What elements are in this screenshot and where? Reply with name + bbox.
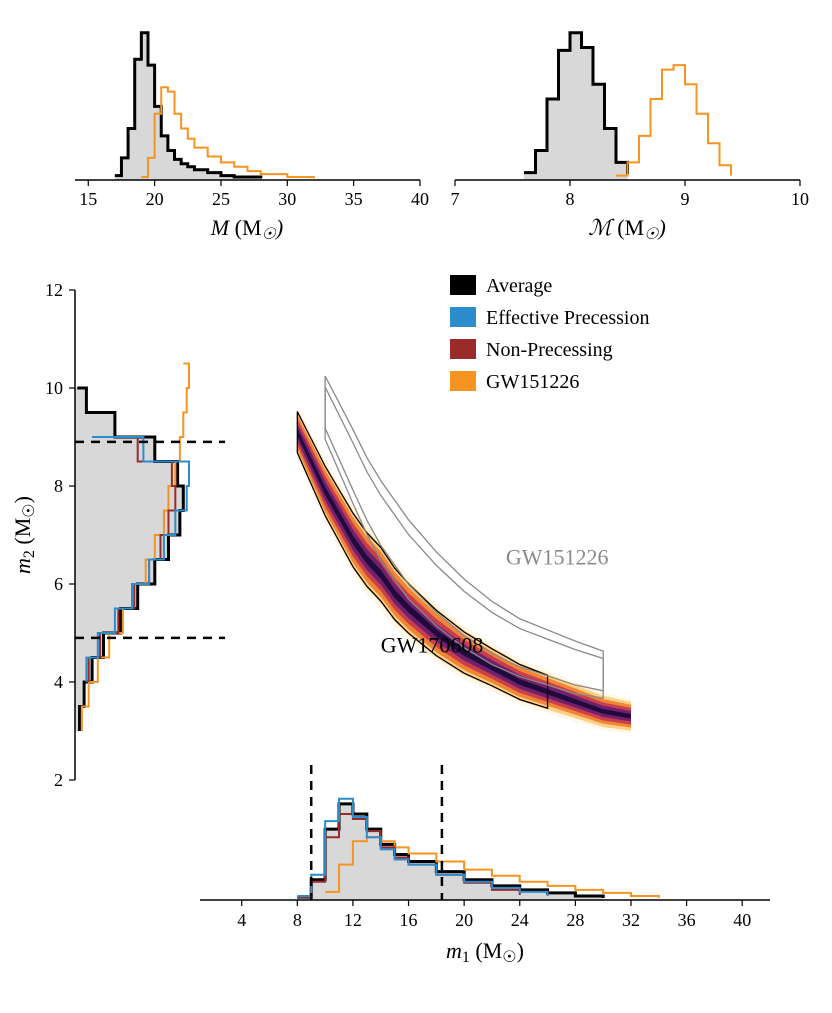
top-left-xlabel: M (M☉) (210, 215, 283, 243)
top-left-hist-panel: 15 20 25 30 35 40 M (M☉) (75, 33, 429, 243)
m2-ylabel: m2 (M☉) (10, 496, 38, 574)
svg-text:7: 7 (451, 189, 460, 209)
svg-text:Average: Average (486, 275, 552, 297)
svg-text:6: 6 (54, 574, 63, 594)
m2-marginal-panel: 2 4 6 8 10 12 m2 (M☉) (10, 280, 225, 790)
svg-text:35: 35 (345, 189, 363, 209)
svg-text:40: 40 (411, 189, 429, 209)
svg-text:4: 4 (237, 910, 246, 930)
svg-text:8: 8 (293, 910, 302, 930)
svg-text:32: 32 (622, 910, 640, 930)
svg-text:10: 10 (45, 378, 63, 398)
svg-text:40: 40 (733, 910, 751, 930)
svg-text:Non-Precessing: Non-Precessing (486, 339, 613, 361)
m1-marginal-panel: 4 8 12 16 20 24 28 32 36 40 m1 (M☉) (200, 765, 770, 966)
top-right-hist-panel: 7 8 9 10 ℳ (M☉) (451, 33, 810, 243)
svg-text:8: 8 (54, 476, 63, 496)
svg-text:8: 8 (566, 189, 575, 209)
svg-text:16: 16 (400, 910, 418, 930)
svg-text:GW151226: GW151226 (486, 371, 579, 393)
svg-text:4: 4 (54, 672, 63, 692)
svg-text:25: 25 (212, 189, 230, 209)
svg-text:Effective Precession: Effective Precession (486, 307, 649, 329)
svg-text:30: 30 (278, 189, 296, 209)
svg-text:GW170608: GW170608 (381, 633, 484, 658)
svg-text:GW151226: GW151226 (506, 544, 609, 569)
legend: Average Effective Precession Non-Precessin… (450, 275, 649, 393)
svg-text:20: 20 (146, 189, 164, 209)
svg-text:36: 36 (678, 910, 696, 930)
svg-text:10: 10 (791, 189, 809, 209)
svg-text:28: 28 (566, 910, 584, 930)
m1-xlabel: m1 (M☉) (446, 938, 524, 966)
figure-svg: 15 20 25 30 35 40 M (M☉) 7 8 9 10 ℳ (M☉) GW17060… (0, 0, 832, 1008)
svg-text:15: 15 (79, 189, 97, 209)
svg-text:24: 24 (511, 910, 529, 930)
svg-text:2: 2 (54, 770, 63, 790)
svg-text:20: 20 (455, 910, 473, 930)
figure-root: 15 20 25 30 35 40 M (M☉) 7 8 9 10 ℳ (M☉) GW17060… (0, 0, 832, 1008)
svg-text:12: 12 (45, 280, 63, 300)
top-right-xlabel: ℳ (M☉) (588, 215, 666, 243)
main-joint-panel: GW170608 GW151226 (297, 376, 631, 734)
svg-text:9: 9 (681, 189, 690, 209)
svg-text:12: 12 (344, 910, 362, 930)
